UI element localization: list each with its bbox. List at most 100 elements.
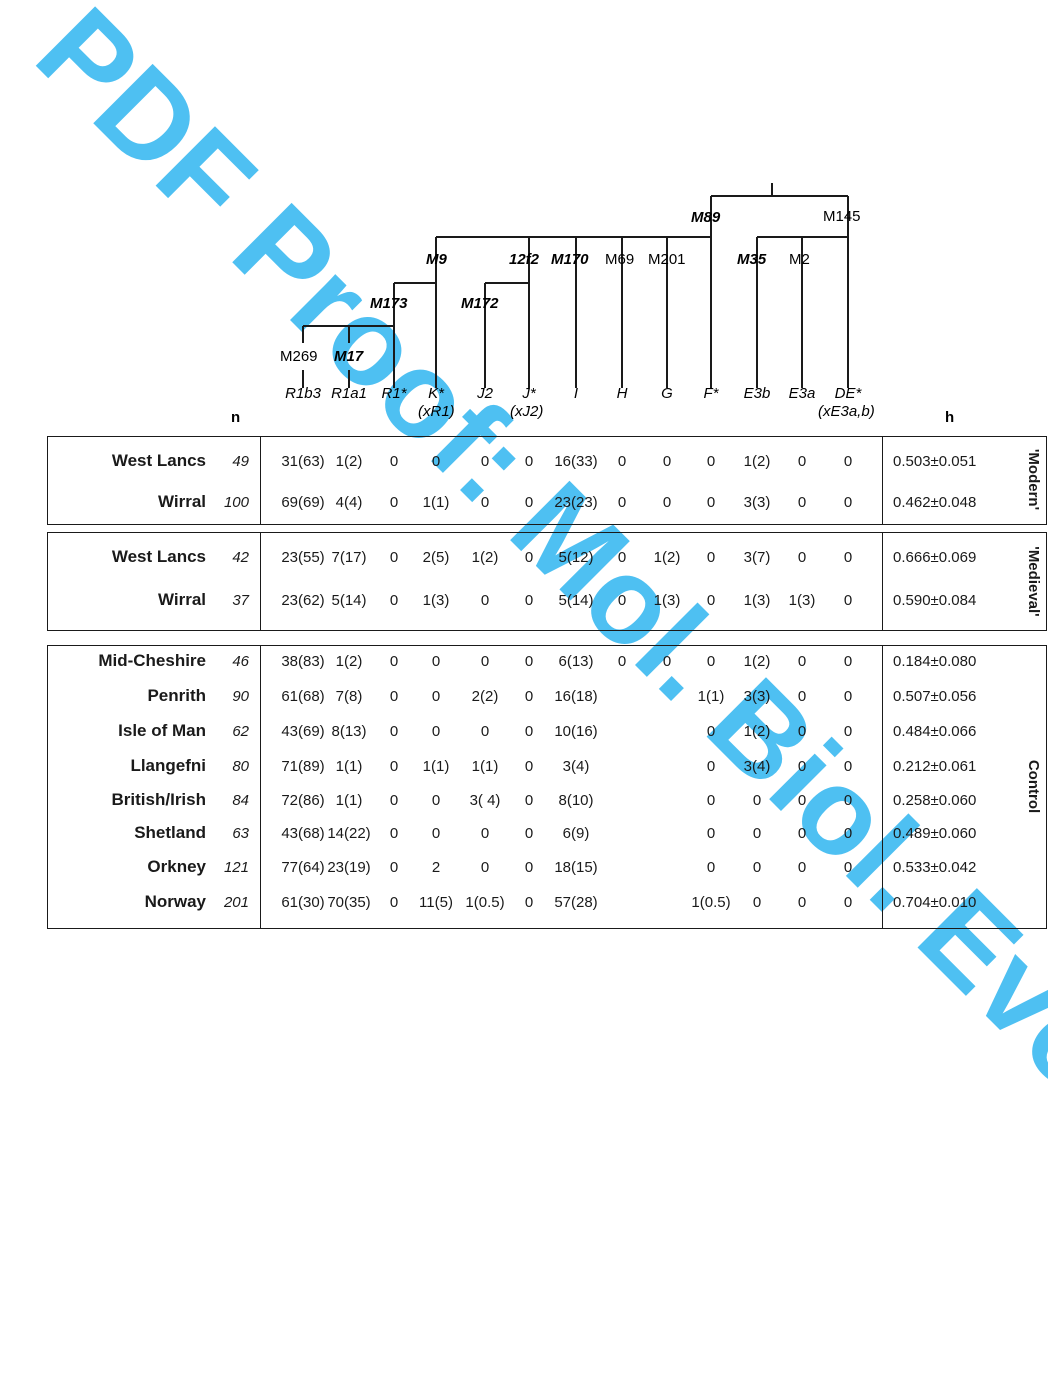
table-cell: 69(69) (281, 494, 325, 511)
table-cell: 1(0.5) (691, 894, 731, 911)
marker-m201: M201 (648, 251, 686, 268)
population-name: West Lancs (111, 451, 206, 470)
table-cell: 0 (752, 825, 762, 842)
diversity-value: 0.484±0.066 (893, 723, 977, 740)
marker-m2: M2 (789, 251, 810, 268)
table-cell: 0 (389, 894, 399, 911)
sample-size: 63 (232, 825, 249, 842)
haplogroup-label: DE* (835, 385, 863, 402)
table-cell: 0 (843, 653, 853, 670)
table-cell: 11(5) (419, 894, 453, 911)
population-name: Norway (144, 892, 206, 911)
marker-m17: M17 (334, 348, 364, 365)
table-cell: 0 (752, 792, 762, 809)
table-cell: 1(1) (471, 758, 499, 775)
table-cell: 0 (524, 592, 534, 609)
table-cell: 1(3) (788, 592, 816, 609)
table-cell: 1(1) (422, 494, 450, 511)
table-cell: 0 (617, 592, 627, 609)
column-divider (882, 533, 883, 630)
table-cell: 0 (797, 758, 807, 775)
diversity-value: 0.258±0.060 (893, 792, 977, 809)
population-name: Penrith (147, 686, 206, 705)
table-cell: 0 (843, 758, 853, 775)
table-cell: 0 (524, 453, 534, 470)
haplogroup-label: F* (704, 385, 720, 402)
table-cell: 23(62) (281, 592, 325, 609)
table-cell: 0 (843, 792, 853, 809)
table-cell: 0 (524, 653, 534, 670)
column-divider (260, 646, 261, 928)
table-cell: 0 (480, 825, 490, 842)
diversity-value: 0.533±0.042 (893, 859, 977, 876)
group-label: Control (1024, 759, 1042, 814)
table-cell: 2(2) (471, 688, 499, 705)
table-cell: 23(23) (554, 494, 598, 511)
table-cell: 0 (617, 549, 627, 566)
table-cell: 0 (843, 859, 853, 876)
column-divider (882, 437, 883, 524)
table-group (47, 436, 1047, 525)
table-cell: 0 (706, 859, 716, 876)
table-cell: 1(2) (471, 549, 499, 566)
table-cell: 1(2) (743, 453, 771, 470)
table-cell: 71(89) (281, 758, 325, 775)
table-cell: 1(2) (653, 549, 681, 566)
table-cell: 3( 4) (469, 792, 501, 809)
sample-size: 84 (232, 792, 249, 809)
haplogroup-tree: M89 M145 M9 12f2 M170 M69 M201 M35 M2 M1… (231, 183, 954, 426)
table-cell: 0 (797, 723, 807, 740)
haplogroup-labels: R1b3 R1a1 R1* K* J2 J* I H G F* E3b E3a DE* (285, 385, 862, 402)
table-cell: 0 (797, 653, 807, 670)
sample-size: 100 (223, 494, 249, 511)
table-cell: 0 (752, 859, 762, 876)
table-cell: 43(69) (281, 723, 325, 740)
table-cell: 0 (480, 592, 490, 609)
table-cell: 0 (706, 792, 716, 809)
sublabel-k: (xR1) (418, 403, 455, 420)
haplogroup-label: R1* (381, 385, 407, 402)
population-name: Shetland (134, 823, 206, 842)
table-cell: 0 (389, 494, 399, 511)
table-cell: 1(3) (422, 592, 450, 609)
table-cell: 1(2) (743, 653, 771, 670)
table-cell: 0 (797, 688, 807, 705)
sublabel-j: (xJ2) (510, 403, 543, 420)
table-cell: 1(2) (335, 453, 363, 470)
table-cell: 8(10) (558, 792, 594, 809)
marker-m170: M170 (551, 251, 589, 268)
column-divider (882, 646, 883, 928)
table-cell: 0 (389, 653, 399, 670)
diversity-value: 0.462±0.048 (893, 494, 977, 511)
table-cell: 1(1) (335, 792, 363, 809)
table-cell: 5(14) (558, 592, 594, 609)
diversity-value: 0.704±0.010 (893, 894, 977, 911)
sample-size: 121 (223, 859, 249, 876)
table-cell: 18(15) (554, 859, 598, 876)
population-name: Mid-Cheshire (98, 651, 206, 670)
table-cell: 3(7) (743, 549, 771, 566)
diversity-value: 0.184±0.080 (893, 653, 977, 670)
table-cell: 0 (706, 653, 716, 670)
table-cell: 0 (843, 549, 853, 566)
table-cell: 31(63) (281, 453, 325, 470)
population-name: Llangefni (130, 756, 206, 775)
table-cell: 0 (389, 723, 399, 740)
haplogroup-label: K* (428, 385, 445, 402)
haplogroup-label: R1a1 (331, 385, 367, 402)
sample-size: 42 (232, 549, 249, 566)
table-cell: 23(19) (327, 859, 371, 876)
table-group (47, 532, 1047, 631)
table-cell: 0 (389, 592, 399, 609)
diversity-value: 0.590±0.084 (893, 592, 977, 609)
table-cell: 0 (524, 758, 534, 775)
table-cell: 0 (389, 549, 399, 566)
table-cell: 0 (843, 894, 853, 911)
table-cell: 4(4) (335, 494, 363, 511)
table-cell: 1(3) (743, 592, 771, 609)
table-cell: 1(1) (422, 758, 450, 775)
table-cell: 0 (706, 723, 716, 740)
table-cell: 0 (797, 549, 807, 566)
haplogroup-label: R1b3 (285, 385, 322, 402)
table-cell: 0 (480, 453, 490, 470)
